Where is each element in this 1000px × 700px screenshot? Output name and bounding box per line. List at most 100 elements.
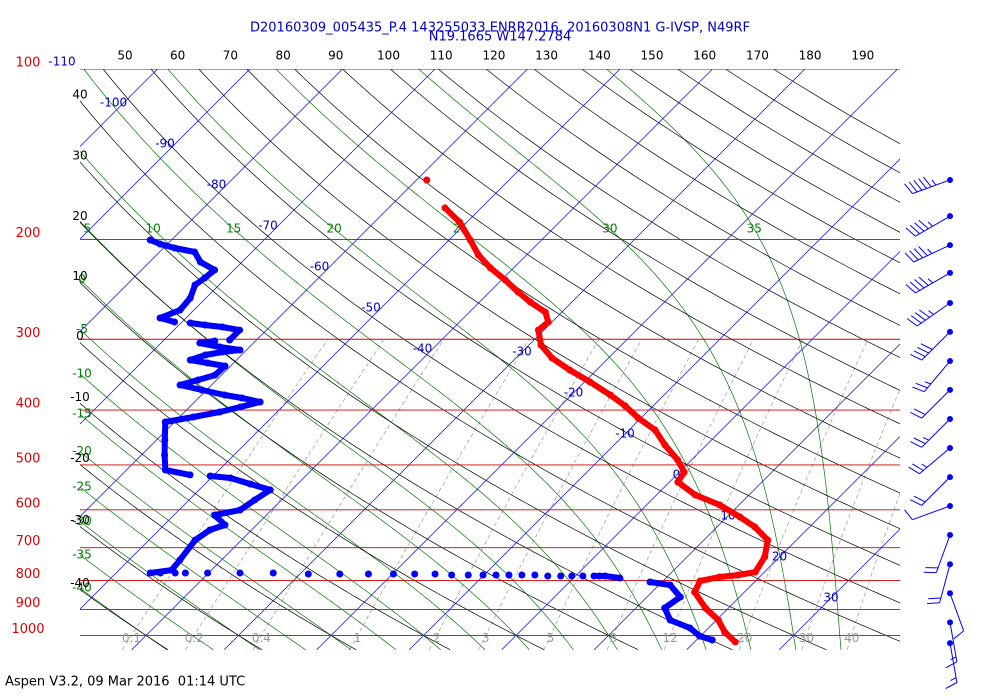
moist-adiabat-label: -15 xyxy=(72,407,92,421)
wind-barb xyxy=(923,532,953,574)
isotherm xyxy=(316,69,898,650)
isotherm xyxy=(408,158,900,650)
dry-adiabat-label: 20 xyxy=(72,209,87,223)
dewpoint-point xyxy=(204,569,212,577)
dry-adiabat-label: -20 xyxy=(70,451,90,465)
barb-dot xyxy=(947,328,953,335)
dry-adiabat-label: 10 xyxy=(72,269,87,283)
isotherm xyxy=(501,251,900,650)
barb-staff xyxy=(910,476,951,506)
barb-staff xyxy=(904,505,951,521)
isotherm-label: 30 xyxy=(823,591,838,605)
dewpoint-point xyxy=(568,572,576,580)
dry-adiabat-label: 40 xyxy=(72,87,87,101)
wind-barb xyxy=(904,176,953,195)
top-label: 120 xyxy=(482,49,505,63)
wind-barb xyxy=(908,445,953,475)
wind-barb xyxy=(945,619,958,669)
dry-adiabat xyxy=(198,69,900,530)
isotherm-label: -20 xyxy=(564,386,584,400)
moist-adiabat-label: 35 xyxy=(747,222,762,236)
mixing-ratio-line xyxy=(185,339,385,650)
barb-staff xyxy=(923,534,951,574)
moist-adiabat-label: -10 xyxy=(72,366,92,380)
wind-barbs xyxy=(904,176,965,689)
dewpoint-point xyxy=(304,570,312,578)
wind-barb xyxy=(904,502,953,521)
pressure-label: 800 xyxy=(16,567,41,582)
dry-adiabat xyxy=(485,69,900,326)
top-label: 60 xyxy=(170,49,185,63)
dry-adiabat xyxy=(150,69,900,566)
dewpoint-point xyxy=(236,569,244,577)
wind-barb xyxy=(905,269,953,294)
dewpoint-point xyxy=(464,571,472,579)
top-label: 70 xyxy=(223,49,238,63)
dewpoint-point xyxy=(448,571,456,579)
mixing-ratio-line xyxy=(121,339,329,650)
barb-dot xyxy=(947,300,953,307)
isotherm xyxy=(80,69,436,425)
wind-barb xyxy=(910,328,953,361)
isotherm-label: -70 xyxy=(258,219,278,233)
dry-adiabat-label: -10 xyxy=(70,390,90,404)
wind-barb xyxy=(947,590,965,640)
isotherm xyxy=(80,69,621,610)
barb-dot xyxy=(947,269,953,276)
barb-dot xyxy=(947,532,953,539)
mixing-ratio-label: 12 xyxy=(662,631,677,645)
barb-dot xyxy=(947,640,953,647)
dewpoint-point xyxy=(181,569,189,577)
isotherm xyxy=(80,69,251,240)
barb-staff xyxy=(908,447,951,475)
barb-staff xyxy=(905,272,951,294)
pressure-label: 400 xyxy=(16,397,41,412)
moist-adiabat-label: -5 xyxy=(76,322,88,336)
isotherm-label: 0 xyxy=(673,468,681,482)
moist-adiabat-label: 0 xyxy=(78,272,86,286)
top-label: 150 xyxy=(641,49,664,63)
dewpoint-line xyxy=(147,237,716,643)
barb-dot xyxy=(947,415,953,422)
wind-barb xyxy=(926,561,953,605)
moist-adiabat-label: 10 xyxy=(146,222,161,236)
dry-adiabat xyxy=(341,69,900,425)
wind-barb xyxy=(910,474,953,506)
barb-dot xyxy=(947,176,953,183)
top-label: 160 xyxy=(693,49,716,63)
wind-barb xyxy=(904,242,953,263)
mixing-ratio-line xyxy=(478,339,643,650)
isotherm xyxy=(131,69,713,650)
pressure-label: 900 xyxy=(16,596,41,611)
dry-adiabat-label: -30 xyxy=(70,513,90,527)
mixing-ratio-label: 0.1 xyxy=(122,631,141,645)
moist-adiabat-label: -30 xyxy=(72,514,92,528)
top-label: 190 xyxy=(851,49,874,63)
barb-dot xyxy=(947,358,953,365)
dry-adiabat xyxy=(246,69,900,494)
isotherm xyxy=(778,528,900,650)
chart-subtitle: N19.1665 W147.2784 xyxy=(429,30,572,45)
barb-dot xyxy=(947,561,953,568)
mixing-ratio-label: 8 xyxy=(609,631,617,645)
profiles xyxy=(146,176,772,646)
barb-staff xyxy=(912,360,951,393)
dewpoint-point xyxy=(518,571,526,579)
top-label: 170 xyxy=(746,49,769,63)
top-label: 90 xyxy=(328,49,343,63)
labels: 0.1 0.2 0.4 1 2 3 5 8 12 20 30 405 10 15 20 25 30 350-5-1… xyxy=(11,49,874,645)
pressure-label: 300 xyxy=(16,326,41,341)
barb-dot xyxy=(947,590,953,597)
barb-staff xyxy=(910,331,951,361)
dry-adiabat xyxy=(102,69,900,604)
isotherm-label: -30 xyxy=(512,345,532,359)
barb-staff xyxy=(949,593,965,640)
dry-adiabat-label: 30 xyxy=(72,148,87,162)
barb-dot xyxy=(947,386,953,393)
barb-staff xyxy=(905,215,951,237)
top-label: 130 xyxy=(535,49,558,63)
mixing-ratio-label: 40 xyxy=(844,631,859,645)
isotherm xyxy=(686,436,900,650)
